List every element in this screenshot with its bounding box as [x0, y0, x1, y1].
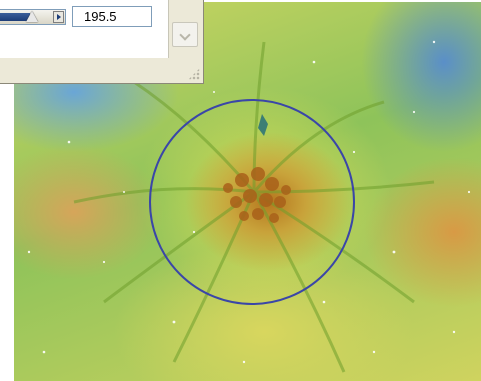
dialog-panel: 195.5 — [0, 0, 204, 84]
slider-thumb[interactable] — [26, 11, 38, 22]
value-slider[interactable] — [0, 9, 66, 25]
resize-grip-icon[interactable] — [188, 68, 200, 80]
palm-fronds — [74, 42, 434, 372]
value-input[interactable]: 195.5 — [72, 6, 152, 27]
chevron-down-icon[interactable] — [172, 22, 198, 47]
right-arrow-icon[interactable] — [53, 11, 64, 23]
dark-leaf-detail — [258, 114, 268, 136]
dialog-content-area: 195.5 — [0, 0, 169, 58]
